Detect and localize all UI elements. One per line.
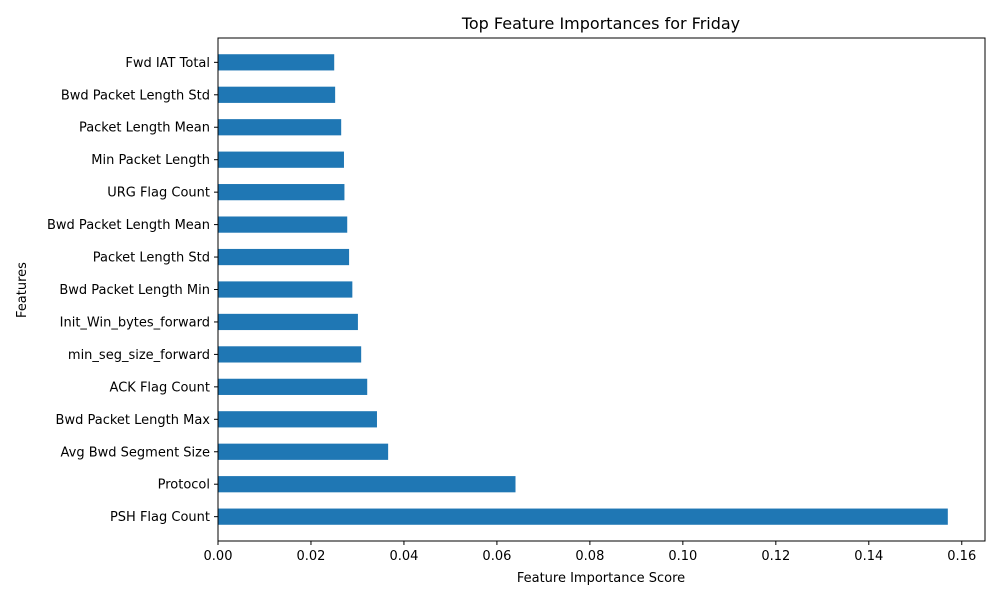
- bar-psh-flag-count: [218, 508, 948, 525]
- x-tick-label: 0.06: [482, 549, 511, 564]
- y-tick-label: PSH Flag Count: [110, 510, 210, 525]
- x-tick-label: 0.00: [204, 549, 233, 564]
- bar-avg-bwd-segment-size: [218, 443, 389, 460]
- y-tick-label: Packet Length Std: [93, 251, 210, 266]
- y-tick-label: Init_Win_bytes_forward: [60, 315, 210, 330]
- y-tick-label: Bwd Packet Length Std: [61, 88, 210, 103]
- x-tick-label: 0.14: [854, 549, 883, 564]
- y-axis-label: Features: [15, 262, 30, 318]
- bar-urg-flag-count: [218, 184, 345, 201]
- y-tick-label: Protocol: [158, 478, 210, 493]
- y-tick-label: Bwd Packet Length Mean: [47, 218, 210, 233]
- plot-frame: [217, 37, 986, 542]
- bar-ack-flag-count: [218, 378, 368, 395]
- axes-layer: PSH Flag Count Protocol Avg Bwd Segment Si…: [47, 37, 986, 564]
- bar-init-win-bytes-forward: [218, 313, 358, 331]
- y-tick-label: ACK Flag Count: [110, 380, 210, 395]
- bar-fwd-iat-total: [218, 54, 335, 71]
- x-tick-label: 0.08: [575, 549, 604, 564]
- y-tick-label: URG Flag Count: [107, 186, 210, 201]
- bar-bwd-packet-length-mean: [218, 216, 348, 233]
- bar-packet-length-std: [218, 248, 350, 266]
- x-tick-label: 0.16: [947, 549, 976, 564]
- bar-bwd-packet-length-max: [218, 411, 377, 428]
- bar-packet-length-mean: [218, 119, 342, 136]
- y-tick-label: Packet Length Mean: [79, 121, 210, 136]
- y-tick-label: min_seg_size_forward: [68, 348, 210, 363]
- bar-bwd-packet-length-std: [218, 86, 336, 103]
- bar-bwd-packet-length-min: [218, 281, 353, 298]
- y-tick-label: Bwd Packet Length Min: [59, 283, 210, 298]
- y-tick-label: Min Packet Length: [91, 153, 210, 168]
- x-tick-label: 0.12: [761, 549, 790, 564]
- bar-protocol: [218, 476, 516, 493]
- x-tick-label: 0.10: [668, 549, 697, 564]
- y-tick-label: Fwd IAT Total: [125, 56, 210, 71]
- x-tick-label: 0.02: [296, 549, 325, 564]
- bar-min-seg-size-forward: [218, 346, 362, 363]
- y-tick-label: Bwd Packet Length Max: [56, 413, 211, 428]
- bars-layer: [218, 54, 948, 525]
- chart-title: Top Feature Importances for Friday: [461, 14, 740, 33]
- y-tick-label: Avg Bwd Segment Size: [61, 445, 210, 460]
- x-tick-label: 0.04: [389, 549, 418, 564]
- bar-min-packet-length: [218, 151, 344, 168]
- x-axis-label: Feature Importance Score: [517, 571, 685, 586]
